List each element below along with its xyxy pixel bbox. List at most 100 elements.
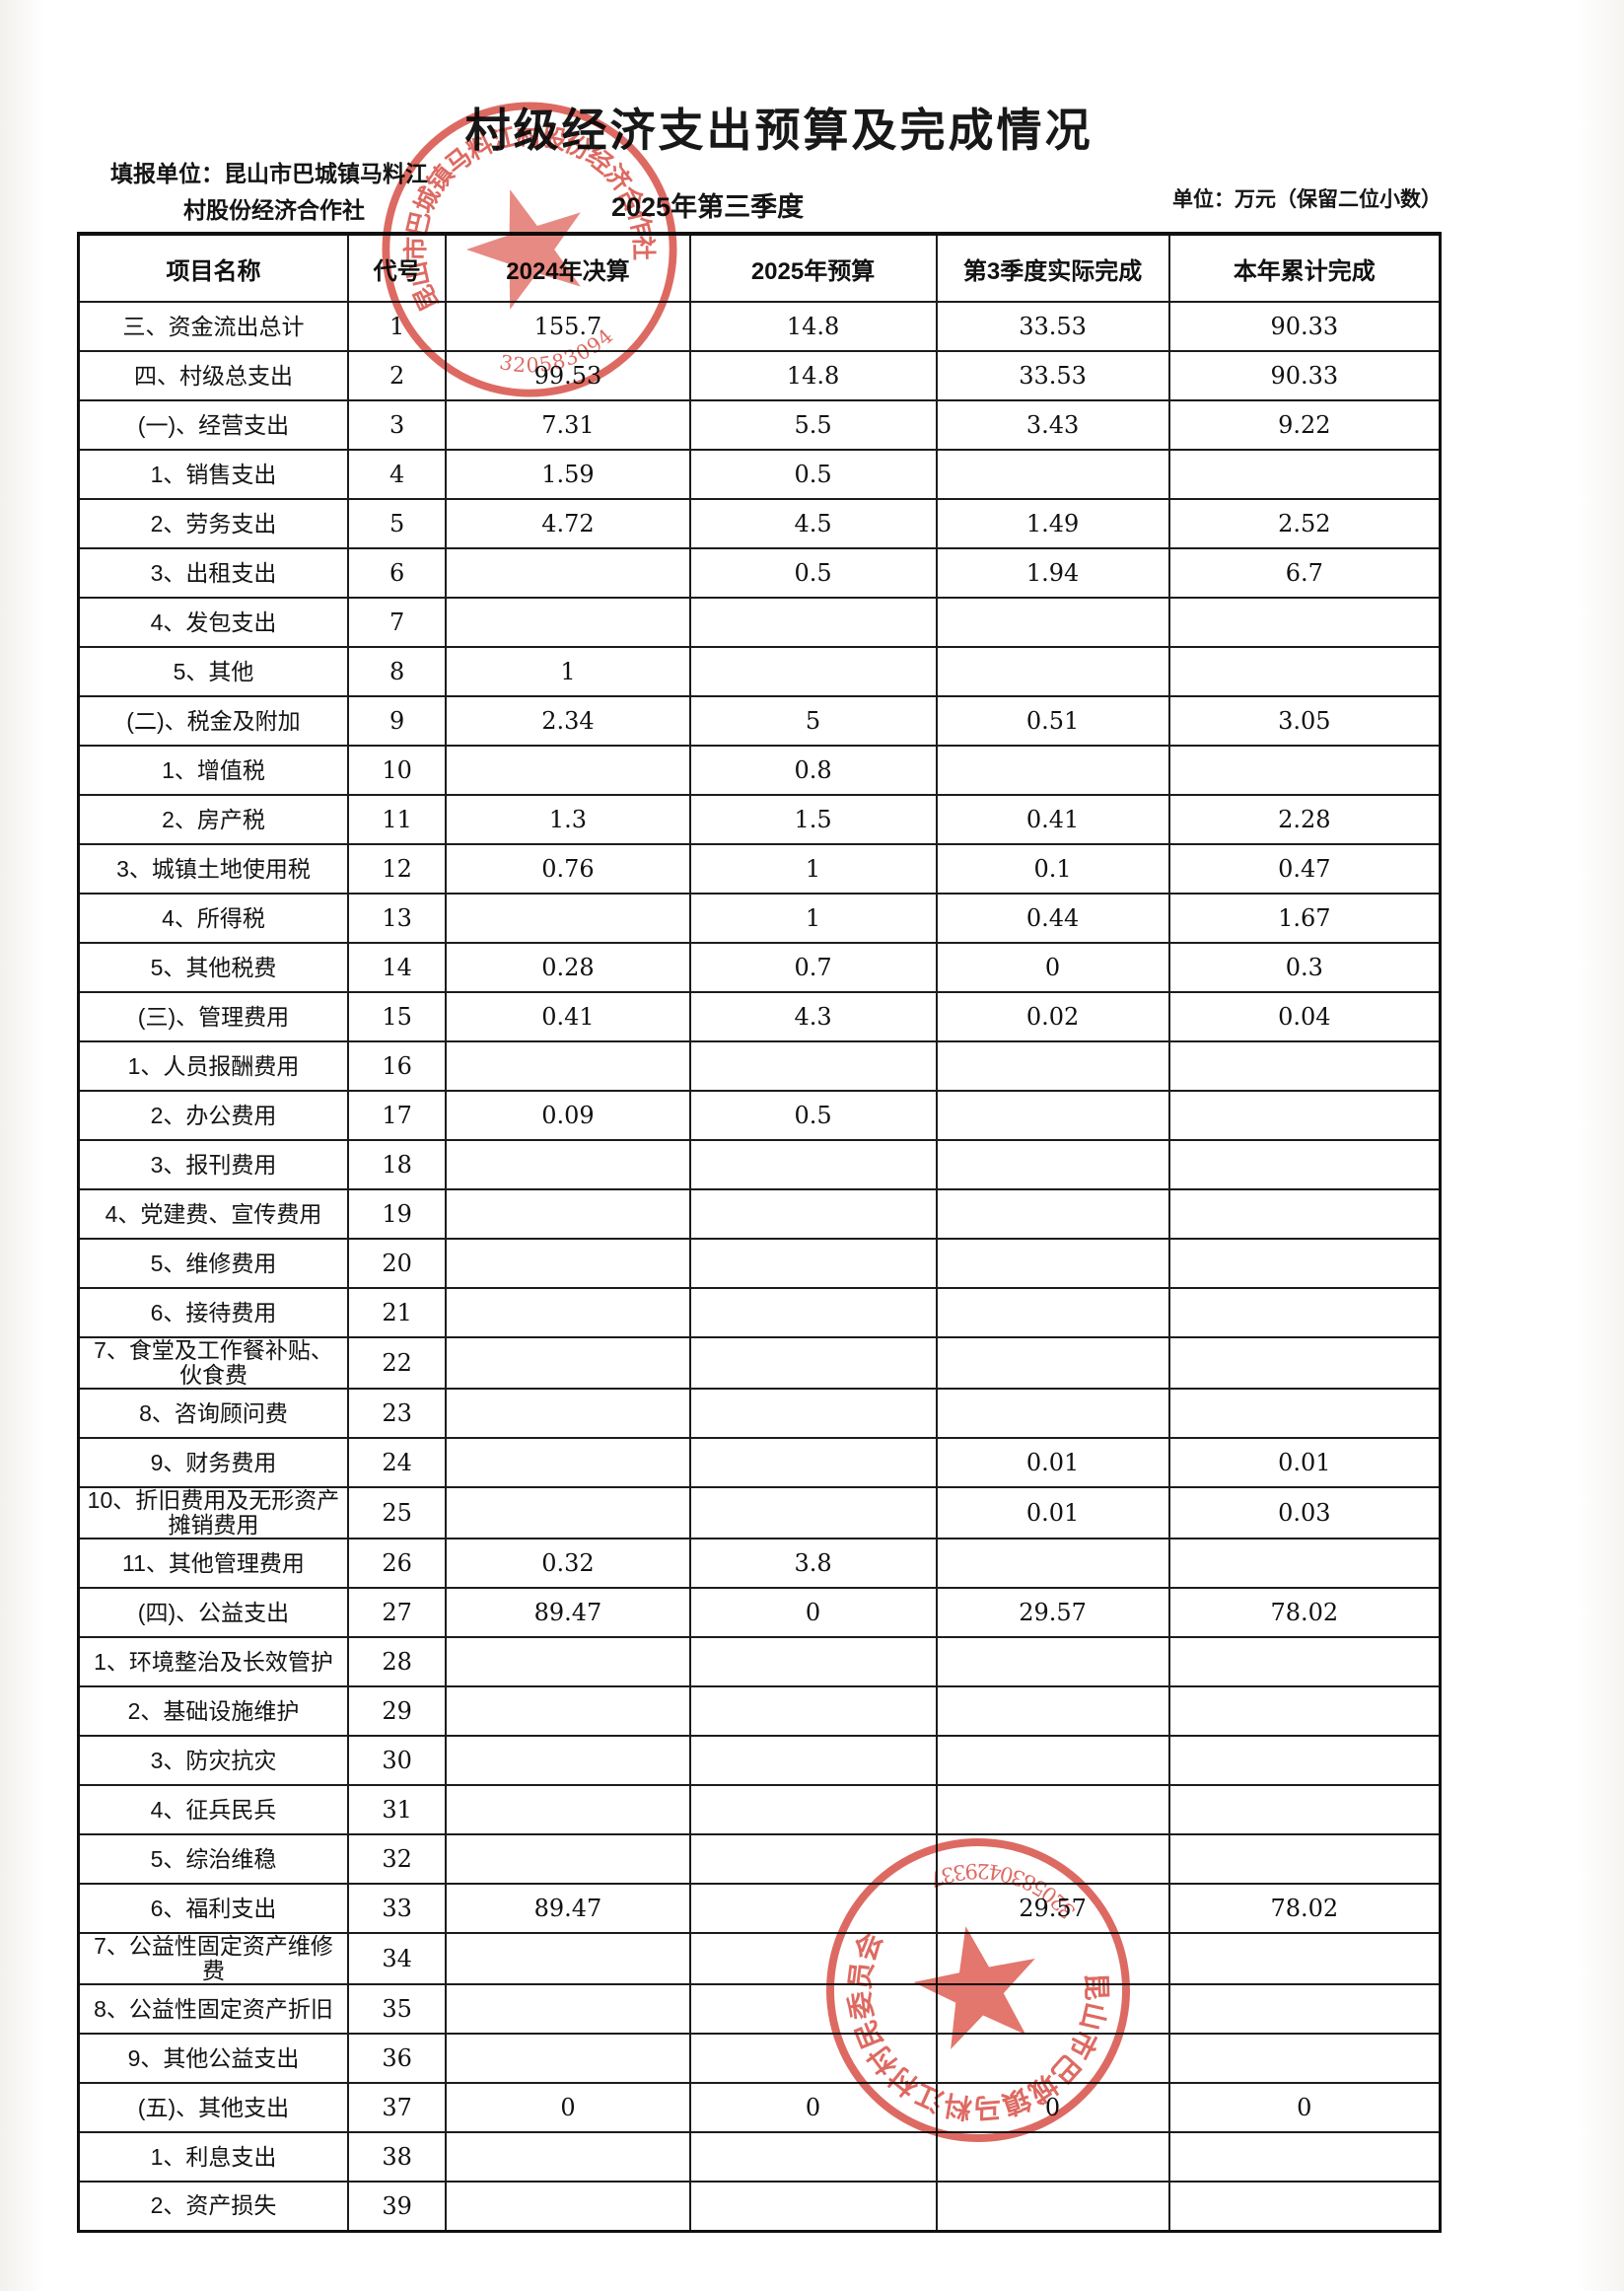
- item-code-cell: 32: [346, 1833, 448, 1885]
- table-row: 四、村级总支出 2 99.53 14.8 33.53 90.33: [77, 350, 1442, 401]
- value-cell: 5.5: [688, 399, 938, 451]
- item-name-cell: 1、利息支出: [77, 2131, 349, 2183]
- item-name-cell: 3、报刊费用: [77, 1139, 349, 1190]
- item-code-cell: 19: [346, 1188, 448, 1240]
- item-name-cell: 三、资金流出总计: [77, 301, 349, 352]
- value-cell: [688, 1636, 938, 1687]
- value-cell: 0.01: [935, 1437, 1170, 1488]
- value-cell: 3.05: [1167, 695, 1442, 747]
- table-row: 11、其他管理费用 26 0.32 3.8: [77, 1538, 1442, 1589]
- value-cell: [1167, 2131, 1442, 2183]
- value-cell: [445, 2131, 691, 2183]
- value-cell: [935, 1336, 1170, 1390]
- item-code-cell: 30: [346, 1735, 448, 1786]
- table-row: 2、资产损失 39: [77, 2181, 1442, 2232]
- value-cell: [1167, 1090, 1442, 1141]
- table-row: 2、办公费用 17 0.09 0.5: [77, 1090, 1442, 1141]
- value-cell: [935, 1090, 1170, 1141]
- value-cell: [935, 1139, 1170, 1190]
- item-name-cell: 1、销售支出: [77, 449, 349, 500]
- item-code-cell: 2: [346, 350, 448, 401]
- item-code-cell: 5: [346, 498, 448, 549]
- value-cell: 4.5: [688, 498, 938, 549]
- value-cell: 0: [688, 2082, 938, 2133]
- value-cell: [1167, 2181, 1442, 2232]
- value-cell: 0.01: [935, 1486, 1170, 1539]
- item-code-cell: 35: [346, 1983, 448, 2035]
- value-cell: [935, 597, 1170, 648]
- value-cell: [935, 2181, 1170, 2232]
- value-cell: [445, 597, 691, 648]
- item-name-cell: 3、防灾抗灾: [77, 1735, 349, 1786]
- item-name-cell: 1、人员报酬费用: [77, 1040, 349, 1092]
- item-name-cell: 4、所得税: [77, 893, 349, 944]
- value-cell: 1.3: [445, 794, 691, 845]
- item-code-cell: 25: [346, 1486, 448, 1539]
- value-cell: [935, 2033, 1170, 2084]
- page-title: 村级经济支出预算及完成情况: [464, 105, 1094, 156]
- item-name-cell: (三)、管理费用: [77, 991, 349, 1042]
- table-row: 4、征兵民兵 31: [77, 1784, 1442, 1835]
- value-cell: [688, 1437, 938, 1488]
- item-code-cell: 8: [346, 646, 448, 697]
- value-cell: 0.5: [688, 1090, 938, 1141]
- value-cell: [935, 1538, 1170, 1589]
- item-code-cell: 23: [346, 1388, 448, 1439]
- value-cell: [445, 1636, 691, 1687]
- value-cell: [688, 1833, 938, 1885]
- value-cell: [935, 1287, 1170, 1338]
- item-name-cell: 5、其他税费: [77, 942, 349, 993]
- item-name-cell: 6、福利支出: [77, 1883, 349, 1934]
- table-row: 1、人员报酬费用 16: [77, 1040, 1442, 1092]
- item-name-cell: (二)、税金及附加: [77, 695, 349, 747]
- value-cell: [1167, 1188, 1442, 1240]
- value-cell: 0.76: [445, 843, 691, 895]
- value-cell: 89.47: [445, 1883, 691, 1934]
- value-cell: 3.43: [935, 399, 1170, 451]
- value-cell: 0.01: [1167, 1437, 1442, 1488]
- item-code-cell: 28: [346, 1636, 448, 1687]
- item-name-cell: 9、财务费用: [77, 1437, 349, 1488]
- value-cell: [1167, 1139, 1442, 1190]
- item-code-cell: 31: [346, 1784, 448, 1835]
- item-name-cell: 10、折旧费用及无形资产摊销费用: [77, 1486, 349, 1539]
- value-cell: 9.22: [1167, 399, 1442, 451]
- value-cell: [688, 2131, 938, 2183]
- item-name-cell: 7、食堂及工作餐补贴、伙食费: [77, 1336, 349, 1390]
- value-cell: 0: [688, 1587, 938, 1638]
- value-cell: [1167, 2033, 1442, 2084]
- item-name-cell: 3、出租支出: [77, 547, 349, 599]
- value-cell: [445, 1784, 691, 1835]
- value-cell: 0.8: [688, 745, 938, 796]
- value-cell: [445, 1040, 691, 1092]
- table-row: 4、发包支出 7: [77, 597, 1442, 648]
- item-code-cell: 4: [346, 449, 448, 500]
- value-cell: [935, 745, 1170, 796]
- item-name-cell: 4、征兵民兵: [77, 1784, 349, 1835]
- table-row: 3、防灾抗灾 30: [77, 1735, 1442, 1786]
- value-cell: [688, 1486, 938, 1539]
- value-cell: [935, 1932, 1170, 1985]
- value-cell: 6.7: [1167, 547, 1442, 599]
- item-name-cell: 8、公益性固定资产折旧: [77, 1983, 349, 2035]
- item-code-cell: 12: [346, 843, 448, 895]
- value-cell: [445, 1139, 691, 1190]
- value-cell: 33.53: [935, 350, 1170, 401]
- value-cell: [445, 2033, 691, 2084]
- value-cell: [1167, 1735, 1442, 1786]
- value-cell: [935, 1238, 1170, 1289]
- item-name-cell: 9、其他公益支出: [77, 2033, 349, 2084]
- value-cell: [935, 2131, 1170, 2183]
- value-cell: [688, 1388, 938, 1439]
- item-code-cell: 26: [346, 1538, 448, 1589]
- value-cell: 33.53: [935, 301, 1170, 352]
- column-header: 项目名称: [77, 232, 349, 303]
- value-cell: 0.5: [688, 449, 938, 500]
- value-cell: 78.02: [1167, 1883, 1442, 1934]
- item-name-cell: 3、城镇土地使用税: [77, 843, 349, 895]
- table-row: 6、接待费用 21: [77, 1287, 1442, 1338]
- table-row: (四)、公益支出 27 89.47 0 29.57 78.02: [77, 1587, 1442, 1638]
- value-cell: 4.72: [445, 498, 691, 549]
- value-cell: 29.57: [935, 1587, 1170, 1638]
- value-cell: [688, 1238, 938, 1289]
